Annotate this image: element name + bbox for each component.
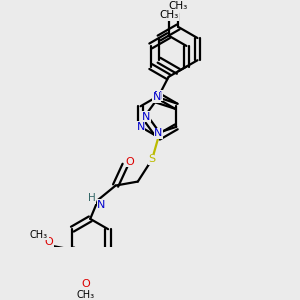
Text: N: N (97, 200, 106, 210)
Text: H: H (88, 193, 96, 203)
Text: N: N (154, 128, 163, 138)
Text: N: N (142, 112, 150, 122)
Text: O: O (81, 279, 90, 289)
Text: CH₃: CH₃ (159, 10, 178, 20)
Text: N: N (152, 92, 161, 103)
Text: CH₃: CH₃ (169, 1, 188, 11)
Text: O: O (44, 237, 53, 247)
Text: N: N (136, 122, 145, 132)
Text: CH₃: CH₃ (76, 290, 94, 300)
Text: O: O (125, 157, 134, 167)
Text: N: N (154, 91, 163, 101)
Text: S: S (148, 154, 156, 164)
Text: CH₃: CH₃ (30, 230, 48, 240)
